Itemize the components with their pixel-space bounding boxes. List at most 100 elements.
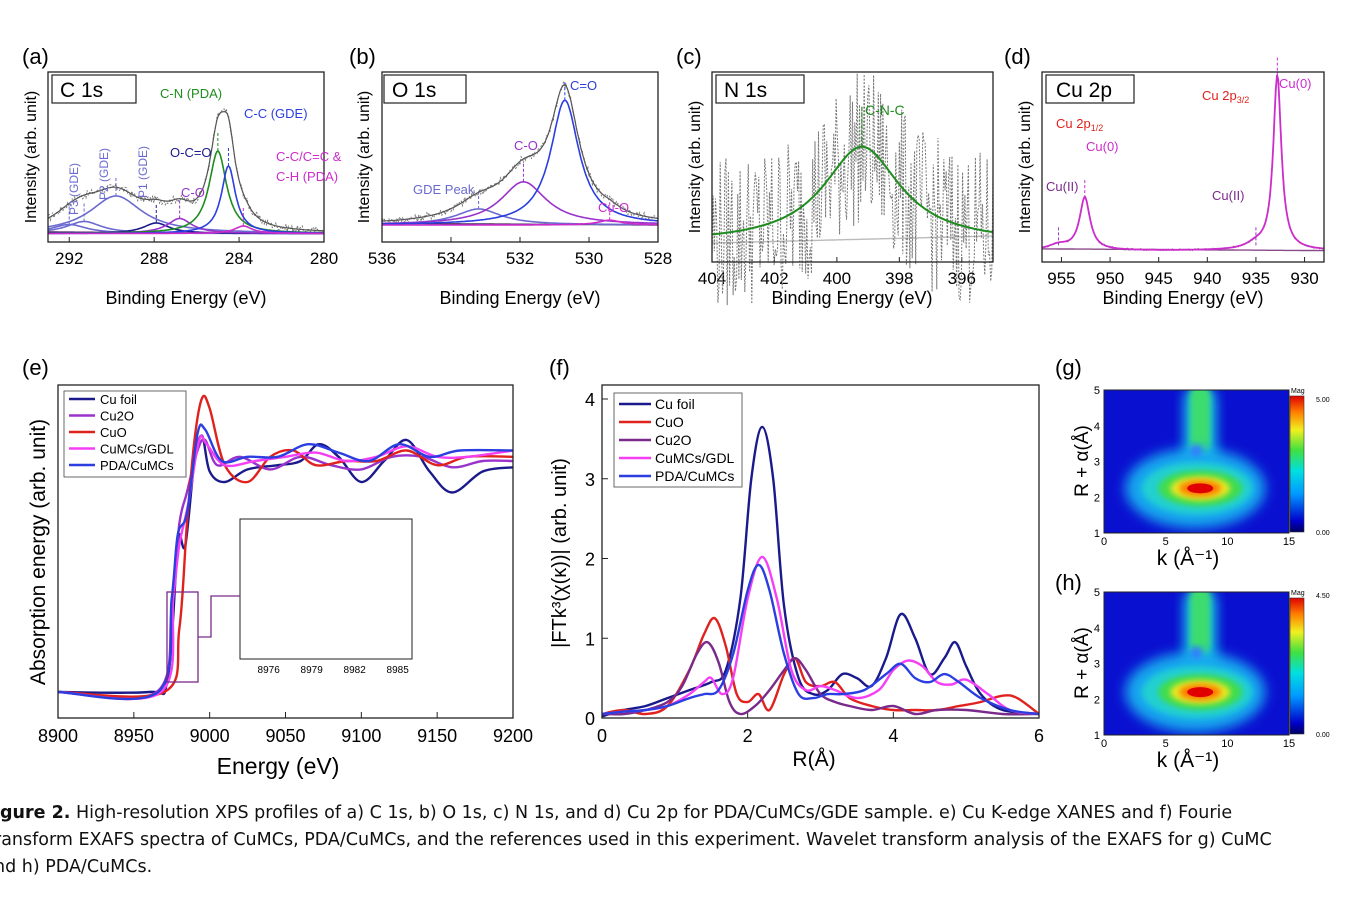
x-tick-label-f: 2 xyxy=(743,726,753,746)
annot-a-cc: C-C (GDE) xyxy=(244,106,308,121)
xlabel-d: Binding Energy (eV) xyxy=(1102,288,1263,308)
caption-line-1: igure 2. High-resolution XPS profiles of… xyxy=(0,800,1354,827)
plot-frame-a xyxy=(47,71,325,243)
ylabel-e: Absorption energy (arb. unit) xyxy=(27,419,50,685)
panel-label-c: (c) xyxy=(676,44,702,69)
blob-minor xyxy=(1190,646,1203,659)
cu2p32-main: Cu 2p xyxy=(1202,88,1237,103)
y-tick-label-g: 2 xyxy=(1094,492,1100,504)
annot-a-co: C-O xyxy=(181,185,205,200)
y-tick-label-g: 4 xyxy=(1094,421,1100,433)
x-tick-label-e: 9200 xyxy=(493,726,533,746)
y-tick-label-f: 3 xyxy=(585,470,595,490)
cu2p32-sub: 3/2 xyxy=(1237,95,1250,105)
annot-a-ccch-2: C-H (PDA) xyxy=(276,169,338,184)
y-tick-label-g: 3 xyxy=(1094,457,1100,469)
legend-label-e: Cu2O xyxy=(100,409,134,424)
y-tick-label-g: 1 xyxy=(1094,528,1100,540)
legend-label-f: CuO xyxy=(655,414,684,430)
panel-label-a: (a) xyxy=(22,44,49,69)
x-tick-label-h: 15 xyxy=(1283,738,1295,750)
legend-label-e: Cu foil xyxy=(100,392,137,407)
colorbar-max-g: 5.00 xyxy=(1316,397,1330,404)
x-tick-label-c: 400 xyxy=(823,269,851,288)
annot-b-gde: GDE Peak xyxy=(413,182,475,197)
annot-a-oco: O-C=O xyxy=(170,145,212,160)
ylabel-c: Intensity (arb. unit) xyxy=(687,101,704,234)
plot-frame-e xyxy=(57,384,514,719)
annot-c-cnc: C-N-C xyxy=(865,102,905,118)
annot-b-co: C-O xyxy=(514,138,538,153)
panel-label-f: (f) xyxy=(549,355,570,380)
x-tick-label-b: 530 xyxy=(575,249,603,268)
annot-d-cu0-12: Cu(0) xyxy=(1086,139,1119,154)
x-tick-label-d: 950 xyxy=(1096,269,1124,288)
x-tick-label-e: 8900 xyxy=(38,726,78,746)
ylabel-f: |FTk³(χ(κ))| (arb. unit) xyxy=(549,458,571,648)
y-tick-label-h: 5 xyxy=(1094,587,1100,599)
legend-box-e xyxy=(63,390,187,478)
caption-line-2: ransform EXAFS spectra of CuMCs, PDA/CuM… xyxy=(0,830,1272,850)
panel-label-h: (h) xyxy=(1055,570,1082,595)
exafs-line-pda-cumcs xyxy=(601,563,1040,716)
y-tick-label-f: 1 xyxy=(585,629,595,649)
xlabel-c: Binding Energy (eV) xyxy=(771,288,932,308)
heatmap-blobs-h xyxy=(1125,592,1266,733)
x-tick-label-e: 9150 xyxy=(417,726,457,746)
colorbar-title-h: Mag xyxy=(1291,590,1305,597)
annot-d-cu2-32: Cu(II) xyxy=(1212,188,1245,203)
x-tick-label-f: 0 xyxy=(597,726,607,746)
annot-a-cn: C-N (PDA) xyxy=(160,86,222,101)
x-tick-label-b: 532 xyxy=(506,249,534,268)
x-tick-label-e: 9050 xyxy=(265,726,305,746)
ridge-green xyxy=(1190,592,1211,657)
panel-label-e: (e) xyxy=(22,355,49,380)
legend-label-f: CuMCs/GDL xyxy=(655,450,735,466)
x-tick-label-d: 955 xyxy=(1047,269,1075,288)
cu2p12-main: Cu 2p xyxy=(1056,116,1091,131)
x-tick-label-e: 9100 xyxy=(341,726,381,746)
box-label-d: Cu 2p xyxy=(1056,79,1112,102)
annot-a-p1: P1 (GDE) xyxy=(136,146,150,198)
annot-d-cu2p12: Cu 2p1/2 xyxy=(1056,116,1103,133)
x-tick-label-c: 402 xyxy=(760,269,788,288)
annot-a-p2: P2 (GDE) xyxy=(97,148,111,200)
blob-peak xyxy=(1187,687,1214,698)
inset-tick-label: 8979 xyxy=(301,665,324,676)
figure-caption: igure 2. High-resolution XPS profiles of… xyxy=(0,800,1354,881)
component-peak-b-2 xyxy=(382,99,659,225)
label-box-a xyxy=(51,74,137,104)
x-tick-label-g: 5 xyxy=(1163,536,1169,548)
ylabel-b: Intensity (arb. unit) xyxy=(356,91,373,224)
y-tick-label-f: 0 xyxy=(585,709,595,729)
exafs-line-cu2o xyxy=(601,640,1040,716)
ylabel-d: Intensity (arb. unit) xyxy=(1017,101,1034,234)
x-tick-label-b: 528 xyxy=(644,249,672,268)
box-label-a: C 1s xyxy=(60,79,103,102)
annot-b-cuo: Cu-O xyxy=(598,200,629,215)
x-tick-label-g: 0 xyxy=(1101,536,1107,548)
annot-a-ccch-1: C-C/C=C & xyxy=(276,149,342,164)
legend-label-e: CuMCs/GDL xyxy=(100,442,174,457)
legend-label-e: PDA/CuMCs xyxy=(100,458,174,473)
envelope-a xyxy=(47,110,325,232)
x-tick-label-d: 940 xyxy=(1193,269,1221,288)
x-tick-label-e: 8950 xyxy=(114,726,154,746)
xlabel-a: Binding Energy (eV) xyxy=(105,288,266,308)
x-tick-label-e: 9000 xyxy=(190,726,230,746)
exafs-line-cumcs-gdl xyxy=(601,555,1040,716)
colorbar-min-g: 0.00 xyxy=(1316,530,1330,537)
y-tick-label-h: 3 xyxy=(1094,659,1100,671)
x-tick-label-c: 398 xyxy=(885,269,913,288)
colorbar-g xyxy=(1289,395,1305,533)
exafs-line-cu-foil xyxy=(601,425,1040,718)
ridge-green xyxy=(1190,390,1211,455)
inset-tick-label: 8976 xyxy=(258,665,281,676)
colorbar-h xyxy=(1289,597,1305,735)
y-tick-label-f: 4 xyxy=(585,390,595,410)
inset-connector xyxy=(198,595,240,638)
component-peak-b-3 xyxy=(382,219,658,226)
legend-label-f: PDA/CuMCs xyxy=(655,468,734,484)
plot-frame-d xyxy=(1041,71,1325,263)
